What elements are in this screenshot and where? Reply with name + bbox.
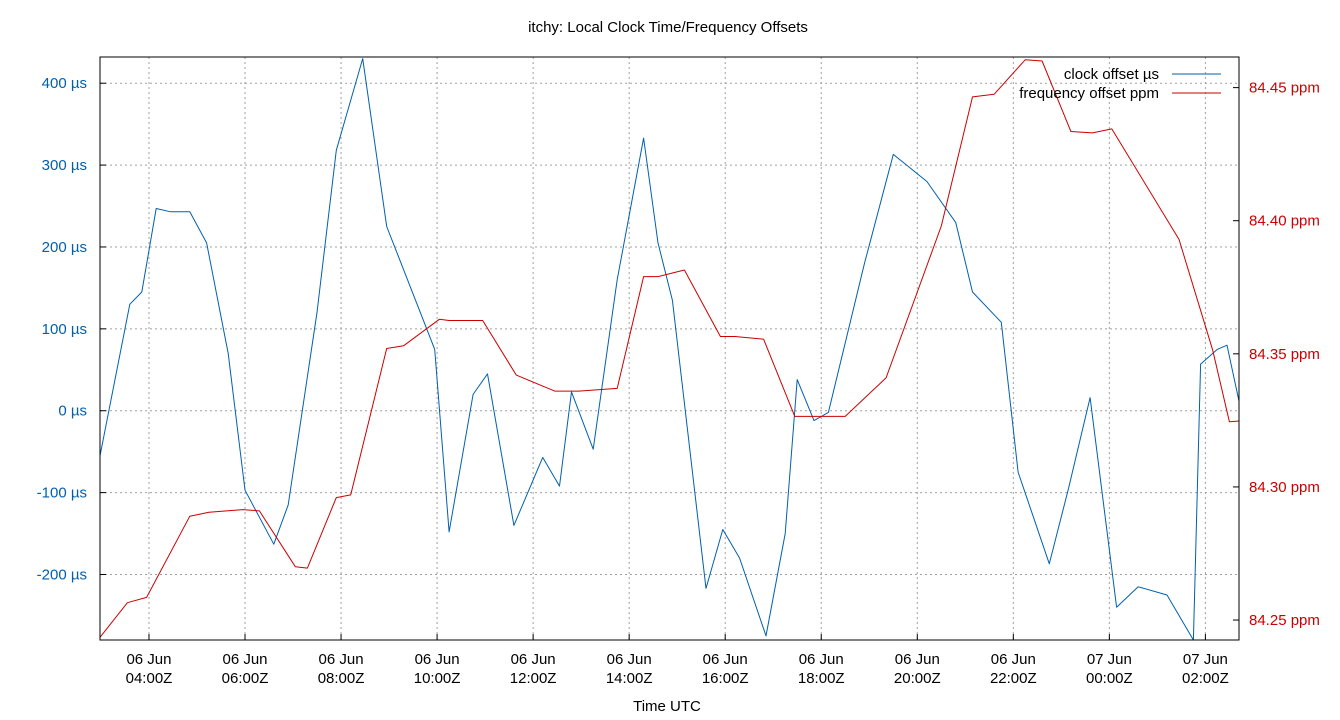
x-tick-label-time: 10:00Z: [414, 670, 461, 687]
x-tick-label-time: 02:00Z: [1182, 670, 1229, 687]
y-left-tick-label: 0 µs: [58, 403, 87, 420]
clock-offset-line: [100, 58, 1239, 640]
x-tick-label-date: 06 Jun: [126, 651, 171, 668]
x-axis: 06 Jun 04:00Z 06 Jun 06:00Z 06 Jun 08:00Z 06 J…: [126, 634, 1229, 687]
y-right-tick-label: 84.35 ppm: [1249, 346, 1320, 363]
legend-label: clock offset µs: [1064, 66, 1159, 83]
x-tick-label-date: 06 Jun: [319, 651, 364, 668]
x-tick-label-time: 22:00Z: [990, 670, 1037, 687]
x-tick-label-date: 06 Jun: [799, 651, 844, 668]
series-layer: [100, 58, 1239, 640]
x-axis-title: Time UTC: [633, 698, 701, 715]
legend-label: frequency offset ppm: [1019, 85, 1159, 102]
x-tick-label-time: 12:00Z: [510, 670, 557, 687]
x-tick-label-date: 06 Jun: [703, 651, 748, 668]
y-right-tick-label: 84.30 ppm: [1249, 479, 1320, 496]
y-axis-right: 84.45 ppm 84.40 ppm 84.35 ppm 84.30 ppm 84.2…: [1233, 80, 1320, 629]
x-tick-label-date: 07 Jun: [1183, 651, 1228, 668]
x-tick-label-time: 14:00Z: [606, 670, 653, 687]
y-left-tick-label: 100 µs: [42, 321, 87, 338]
y-axis-left: 400 µs 300 µs 200 µs 100 µs 0 µs -100 µs -200 …: [37, 75, 106, 583]
plot-border: [99, 56, 1240, 641]
x-tick-label-date: 06 Jun: [511, 651, 556, 668]
x-tick-label-date: 06 Jun: [895, 651, 940, 668]
x-tick-label-date: 06 Jun: [222, 651, 267, 668]
y-left-tick-label: 300 µs: [42, 157, 87, 174]
y-left-tick-label: 200 µs: [42, 239, 87, 256]
x-tick-label-time: 18:00Z: [798, 670, 845, 687]
x-tick-label-date: 07 Jun: [1087, 651, 1132, 668]
x-tick-label-date: 06 Jun: [415, 651, 460, 668]
y-right-tick-label: 84.25 ppm: [1249, 612, 1320, 629]
y-left-tick-label: -200 µs: [37, 566, 87, 583]
x-tick-label-time: 08:00Z: [318, 670, 365, 687]
x-tick-label-time: 00:00Z: [1086, 670, 1133, 687]
x-tick-label-time: 20:00Z: [894, 670, 941, 687]
chart-title: itchy: Local Clock Time/Frequency Offset…: [528, 19, 808, 36]
x-tick-label-date: 06 Jun: [991, 651, 1036, 668]
y-right-tick-label: 84.40 ppm: [1249, 213, 1320, 230]
x-tick-label-time: 16:00Z: [702, 670, 749, 687]
x-tick-label-time: 04:00Z: [126, 670, 173, 687]
x-tick-label-time: 06:00Z: [222, 670, 269, 687]
x-tick-label-date: 06 Jun: [607, 651, 652, 668]
legend: clock offset µs frequency offset ppm: [1019, 66, 1221, 102]
y-left-tick-label: -100 µs: [37, 485, 87, 502]
y-right-tick-label: 84.45 ppm: [1249, 80, 1320, 97]
frequency-offset-line: [100, 59, 1239, 638]
grid: [100, 57, 1239, 640]
y-left-tick-label: 400 µs: [42, 75, 87, 92]
